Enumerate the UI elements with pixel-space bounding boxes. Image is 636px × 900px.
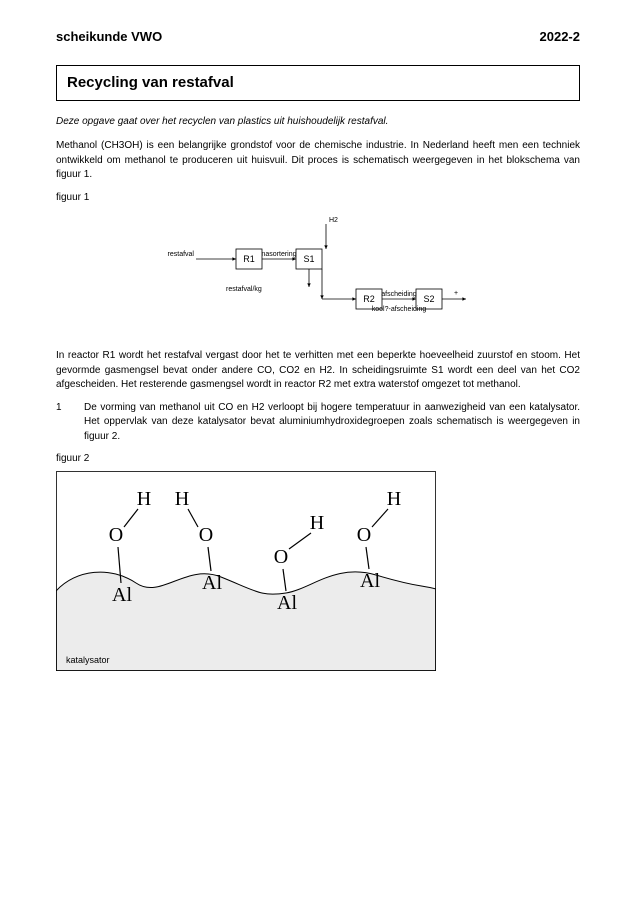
paragraph-number: 1 — [56, 401, 74, 445]
paragraph-2: In reactor R1 wordt het restafval vergas… — [56, 349, 580, 393]
svg-text:restafval/kg: restafval/kg — [226, 286, 262, 293]
svg-text:O: O — [109, 524, 123, 546]
page-header: scheikunde VWO 2022-2 — [56, 28, 580, 47]
svg-text:kool?-afscheiding: kool?-afscheiding — [372, 306, 427, 313]
figure-1-block: figuur 1 R1 S1 R2 S2 restafval nasortering H2 r… — [56, 191, 580, 340]
svg-text:afscheiding: afscheiding — [381, 291, 417, 298]
svg-text:H: H — [310, 512, 324, 534]
svg-text:Al: Al — [202, 572, 222, 594]
figure-2-block: figuur 2 HOAlHOAlHOAlHOAlkatalysator — [56, 452, 580, 676]
svg-text:restafval: restafval — [168, 251, 195, 258]
svg-text:katalysator: katalysator — [66, 655, 110, 665]
svg-text:Al: Al — [360, 570, 380, 592]
figure-1: R1 S1 R2 S2 restafval nasortering H2 restafval/… — [156, 209, 580, 339]
svg-text:H: H — [387, 488, 401, 510]
exam-page: scheikunde VWO 2022-2 Recycling van rest… — [0, 0, 636, 900]
svg-text:S1: S1 — [303, 254, 314, 264]
svg-text:H2: H2 — [329, 217, 338, 224]
figure-2-label: figuur 2 — [56, 452, 580, 467]
svg-text:R1: R1 — [243, 254, 255, 264]
svg-text:Al: Al — [112, 584, 132, 606]
svg-text:nasortering: nasortering — [261, 251, 296, 258]
figure-1-label: figuur 1 — [56, 191, 580, 206]
intro-text: Deze opgave gaat over het recyclen van p… — [56, 115, 580, 130]
figure-2: HOAlHOAlHOAlHOAlkatalysator — [56, 471, 580, 677]
svg-text:O: O — [357, 524, 371, 546]
header-right: 2022-2 — [540, 28, 580, 47]
svg-text:O: O — [274, 546, 288, 568]
paragraph-3: De vorming van methanol uit CO en H2 ver… — [84, 401, 580, 445]
svg-text:Al: Al — [277, 592, 297, 614]
paragraph-1: Methanol (CH3OH) is een belangrijke gron… — [56, 139, 580, 183]
svg-text:H: H — [175, 488, 189, 510]
svg-text:R2: R2 — [363, 294, 375, 304]
svg-text:H: H — [137, 488, 151, 510]
svg-text:O: O — [199, 524, 213, 546]
svg-text:S2: S2 — [423, 294, 434, 304]
numbered-paragraph: 1 De vorming van methanol uit CO en H2 v… — [56, 401, 580, 445]
section-title: Recycling van restafval — [56, 65, 580, 101]
header-left: scheikunde VWO — [56, 28, 162, 47]
svg-text:+: + — [454, 290, 458, 297]
